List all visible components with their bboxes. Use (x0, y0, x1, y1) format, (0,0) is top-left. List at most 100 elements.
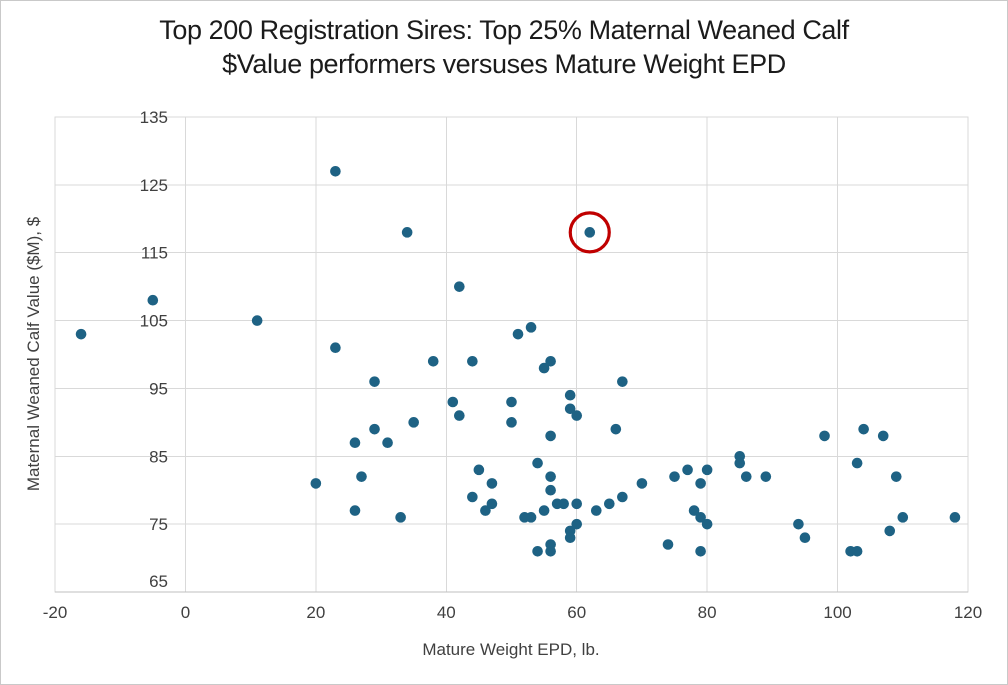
data-point (571, 410, 583, 421)
x-tick-label: 0 (181, 603, 190, 622)
data-point (949, 512, 961, 523)
data-point (558, 498, 569, 510)
data-point (851, 457, 863, 469)
data-points (75, 165, 961, 557)
data-point (512, 328, 524, 340)
data-point (532, 457, 543, 469)
data-point (740, 471, 752, 482)
x-tick-label: 100 (823, 603, 851, 622)
data-point (890, 471, 902, 482)
data-point (506, 396, 517, 408)
data-point (617, 376, 628, 387)
data-point (688, 505, 700, 516)
data-point (525, 512, 537, 523)
data-point (669, 471, 680, 482)
highlight-circle-annotation (568, 211, 611, 254)
data-point (532, 545, 543, 557)
y-tick-label: 135 (140, 108, 168, 127)
chart-title-line1: Top 200 Registration Sires: Top 25% Mate… (159, 15, 849, 45)
data-point (571, 498, 583, 510)
data-point (610, 423, 622, 435)
y-tick-label: 95 (149, 379, 168, 398)
data-point (545, 430, 556, 442)
tick-labels: 65 75 85 95 105 115 125 135 -20 0 20 40 60 80 100 120 (43, 108, 982, 622)
data-point (525, 322, 537, 333)
y-tick-label: 75 (149, 515, 168, 534)
data-point (427, 355, 439, 367)
data-point (467, 355, 478, 367)
chart-title-line2: $Value performers versuses Mature Weight… (222, 49, 786, 79)
data-point (734, 457, 746, 469)
data-point (617, 491, 628, 503)
y-axis-title: Maternal Weaned Calf Value ($M), $ (24, 216, 43, 491)
data-point (884, 525, 896, 537)
data-point (760, 471, 772, 482)
data-point (662, 539, 674, 550)
data-point (454, 281, 465, 292)
data-point (545, 484, 556, 496)
data-point (408, 417, 419, 428)
data-point (564, 532, 576, 544)
data-point (75, 328, 87, 340)
x-tick-label: 40 (437, 603, 456, 622)
y-tick-label: 65 (149, 572, 168, 591)
data-point (793, 518, 804, 530)
chart-title: Top 200 Registration Sires: Top 25% Mate… (1, 13, 1007, 81)
data-point (545, 471, 556, 482)
data-point (454, 410, 465, 421)
data-point (897, 512, 909, 523)
data-point (636, 478, 648, 489)
data-point (564, 403, 576, 415)
x-tick-label: 20 (306, 603, 325, 622)
data-point (506, 417, 517, 428)
data-point (147, 294, 159, 306)
data-point (701, 464, 713, 476)
annotation-layer (568, 211, 611, 254)
y-tick-label: 85 (149, 447, 168, 466)
data-point (467, 491, 478, 503)
data-point (486, 478, 498, 489)
data-point (877, 430, 889, 442)
data-point (330, 165, 341, 177)
data-point (473, 464, 485, 476)
y-tick-label: 105 (140, 312, 168, 331)
data-point (799, 532, 811, 544)
data-point (858, 423, 869, 435)
data-point (395, 512, 406, 523)
data-point (401, 227, 413, 238)
data-point (682, 464, 693, 476)
x-axis-title: Mature Weight EPD, lb. (422, 640, 599, 659)
data-point (604, 498, 615, 510)
data-point (545, 355, 556, 367)
data-point (349, 505, 361, 516)
x-tick-label: 80 (698, 603, 717, 622)
data-point (590, 505, 602, 516)
data-point (819, 430, 830, 442)
data-point (538, 505, 550, 516)
plot-border (54, 116, 969, 593)
data-point (486, 498, 498, 510)
data-point (701, 518, 713, 530)
data-point (382, 437, 393, 449)
data-point (369, 423, 380, 435)
x-tick-label: 120 (954, 603, 982, 622)
y-tick-label: 125 (140, 176, 168, 195)
data-point (369, 376, 380, 387)
data-point (564, 389, 576, 401)
gridlines (54, 116, 969, 593)
data-point (851, 545, 863, 557)
data-point (695, 545, 706, 557)
y-tick-label: 115 (141, 244, 168, 263)
data-point (330, 342, 341, 354)
data-point (349, 437, 361, 449)
data-point (538, 362, 550, 374)
data-point (695, 512, 706, 523)
data-point (447, 396, 459, 408)
data-point (571, 518, 583, 530)
data-point (545, 545, 556, 557)
data-point (356, 471, 367, 482)
data-point (480, 505, 491, 516)
data-point (584, 227, 596, 238)
